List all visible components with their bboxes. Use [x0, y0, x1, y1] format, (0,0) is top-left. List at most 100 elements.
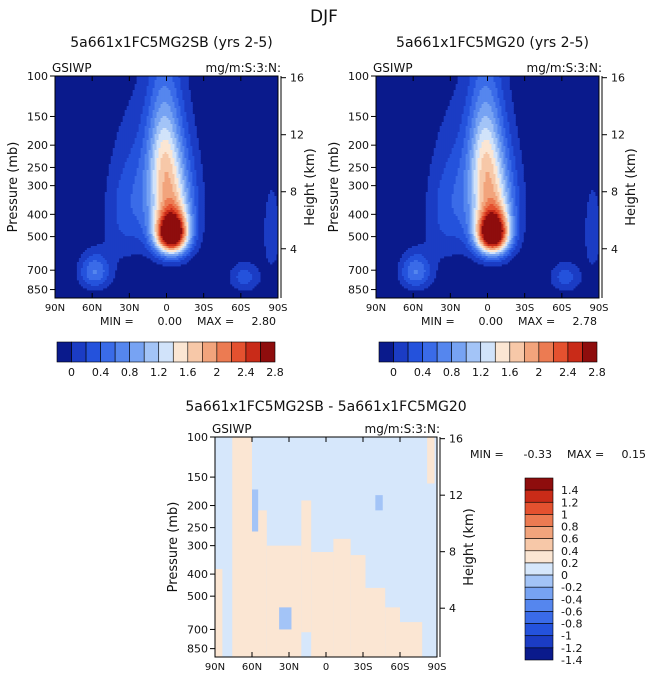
- contour-cell: [190, 216, 193, 219]
- contour-cell: [194, 222, 197, 225]
- contour-cell: [166, 228, 169, 231]
- contour-cell: [126, 216, 130, 219]
- contour-cell: [130, 206, 134, 209]
- contour-cell: [146, 112, 149, 115]
- contour-cell: [264, 226, 267, 229]
- contour-cell: [186, 222, 189, 225]
- contour-cell: [154, 164, 157, 167]
- contour-cell: [194, 164, 197, 167]
- contour-cell: [190, 122, 193, 125]
- contour-cell: [493, 80, 496, 83]
- contour-cell: [136, 146, 140, 149]
- contour-cell: [138, 208, 142, 211]
- contour-cell: [128, 208, 132, 211]
- contour-cell: [160, 156, 163, 159]
- contour-cell: [118, 150, 122, 153]
- contour-cell: [150, 244, 153, 247]
- contour-cell: [272, 242, 275, 245]
- contour-cell: [170, 118, 173, 121]
- contour-cell: [188, 188, 191, 191]
- contour-cell: [182, 108, 185, 111]
- contour-cell: [112, 230, 116, 233]
- contour-cell: [194, 148, 197, 151]
- contour-cell: [96, 280, 100, 283]
- contour-cell: [467, 82, 470, 85]
- contour-cell: [142, 114, 145, 117]
- contour-cell: [114, 160, 118, 163]
- contour-cell: [140, 152, 144, 155]
- contour-cell: [84, 250, 88, 253]
- contour-cell: [166, 90, 169, 93]
- contour-cell: [120, 254, 124, 257]
- contour-cell: [160, 194, 163, 197]
- contour-cell: [276, 252, 278, 255]
- contour-cell: [154, 158, 157, 161]
- contour-cell: [140, 198, 144, 201]
- contour-cell: [174, 118, 177, 121]
- contour-cell: [142, 196, 145, 199]
- contour-cell: [194, 224, 197, 227]
- contour-cell: [268, 232, 271, 235]
- contour-cell: [162, 94, 165, 97]
- contour-cell: [90, 276, 94, 279]
- contour-cell: [160, 254, 163, 257]
- contour-cell: [196, 168, 199, 171]
- contour-cell: [170, 196, 173, 199]
- contour-cell: [98, 244, 102, 247]
- contour-cell: [188, 116, 191, 119]
- contour-cell: [132, 230, 136, 233]
- contour-cell: [234, 286, 237, 289]
- contour-cell: [146, 242, 149, 245]
- contour-cell: [190, 192, 193, 195]
- contour-cell: [156, 160, 159, 163]
- contour-cell: [166, 182, 169, 185]
- contour-cell: [142, 146, 145, 149]
- contour-cell: [166, 144, 169, 147]
- contour-cell: [196, 204, 199, 207]
- contour-cell: [122, 254, 126, 257]
- contour-cell: [130, 134, 134, 137]
- contour-cell: [481, 82, 484, 85]
- contour-cell: [152, 144, 155, 147]
- contour-cell: [136, 100, 140, 103]
- contour-cell: [146, 84, 149, 87]
- contour-cell: [182, 230, 185, 233]
- contour-cell: [144, 162, 147, 165]
- contour-cell: [156, 142, 159, 145]
- contour-cell: [202, 202, 205, 205]
- contour-cell: [94, 270, 98, 273]
- contour-cell: [86, 280, 90, 283]
- contour-cell: [182, 260, 185, 263]
- contour-cell: [178, 100, 181, 103]
- contour-cell: [142, 166, 145, 169]
- contour-cell: [120, 184, 124, 187]
- contour-cell: [116, 168, 120, 171]
- contour-cell: [176, 120, 179, 123]
- contour-cell: [102, 278, 106, 281]
- contour-cell: [184, 222, 187, 225]
- contour-cell: [264, 244, 267, 247]
- contour-cell: [132, 224, 136, 227]
- contour-cell: [162, 84, 165, 87]
- contour-cell: [98, 272, 102, 275]
- contour-cell: [475, 78, 478, 81]
- contour-cell: [198, 224, 201, 227]
- contour-cell: [124, 142, 128, 145]
- contour-cell: [188, 242, 191, 245]
- contour-cell: [130, 116, 134, 119]
- contour-cell: [92, 276, 96, 279]
- contour-cell: [192, 228, 195, 231]
- contour-cell: [164, 230, 167, 233]
- contour-cell: [126, 210, 130, 213]
- contour-cell: [142, 244, 145, 247]
- contour-cell: [142, 178, 145, 181]
- contour-cell: [188, 246, 191, 249]
- contour-cell: [112, 180, 116, 183]
- contour-cell: [160, 260, 163, 263]
- contour-cell: [178, 94, 181, 97]
- contour-cell: [188, 102, 191, 105]
- contour-cell: [166, 114, 169, 117]
- contour-cell: [188, 98, 191, 101]
- contour-cell: [192, 214, 195, 217]
- contour-cell: [150, 78, 153, 81]
